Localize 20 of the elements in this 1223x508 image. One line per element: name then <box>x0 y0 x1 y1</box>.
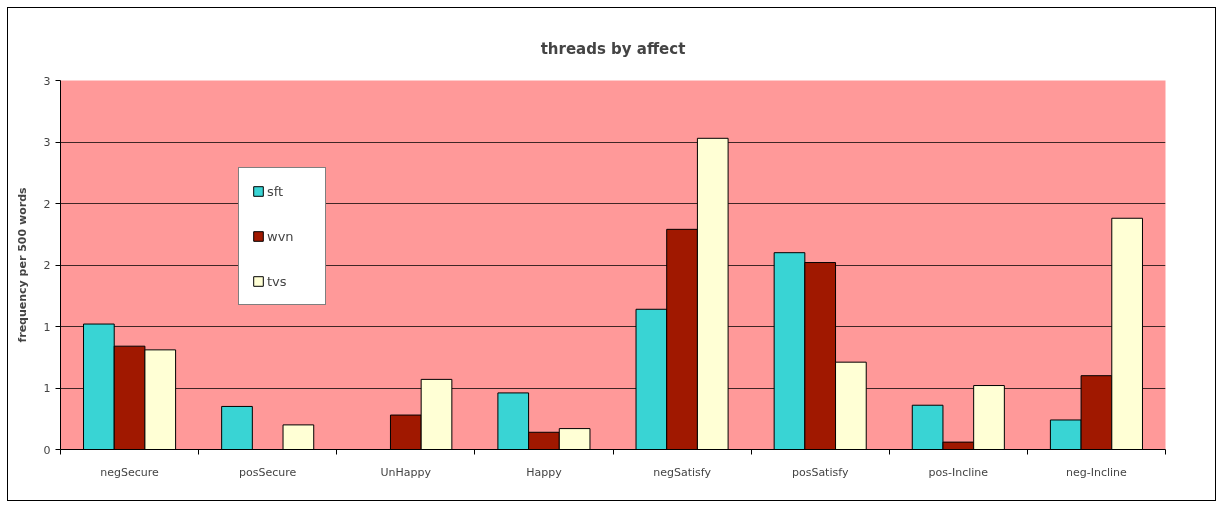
y-tick-label: 2 <box>43 259 51 272</box>
x-tick-label: UnHappy <box>380 465 432 479</box>
x-tick-label: negSecure <box>100 465 160 479</box>
x-tick-label: posSatisfy <box>791 465 849 479</box>
legend-label: sft <box>267 182 285 201</box>
y-tick-label: 2 <box>43 197 51 211</box>
y-axis-title: frequency per 500 words <box>15 186 29 343</box>
legend-label: wvn <box>267 227 295 246</box>
chart-title: threads by affect <box>540 39 686 58</box>
x-tick-label: pos-Incline <box>928 465 989 479</box>
x-tick-label: Happy <box>526 465 563 479</box>
y-tick-label: 1 <box>43 382 51 395</box>
legend-label: tvs <box>267 272 288 291</box>
y-tick-label: 0 <box>43 443 51 457</box>
y-tick-label: 3 <box>43 136 51 149</box>
y-tick-label: 1 <box>43 320 51 334</box>
x-tick-label: negSatisfy <box>653 465 712 479</box>
y-tick-label: 3 <box>43 74 51 88</box>
x-tick-label: posSecure <box>239 465 297 479</box>
x-tick-label: neg-Incline <box>1066 465 1128 479</box>
